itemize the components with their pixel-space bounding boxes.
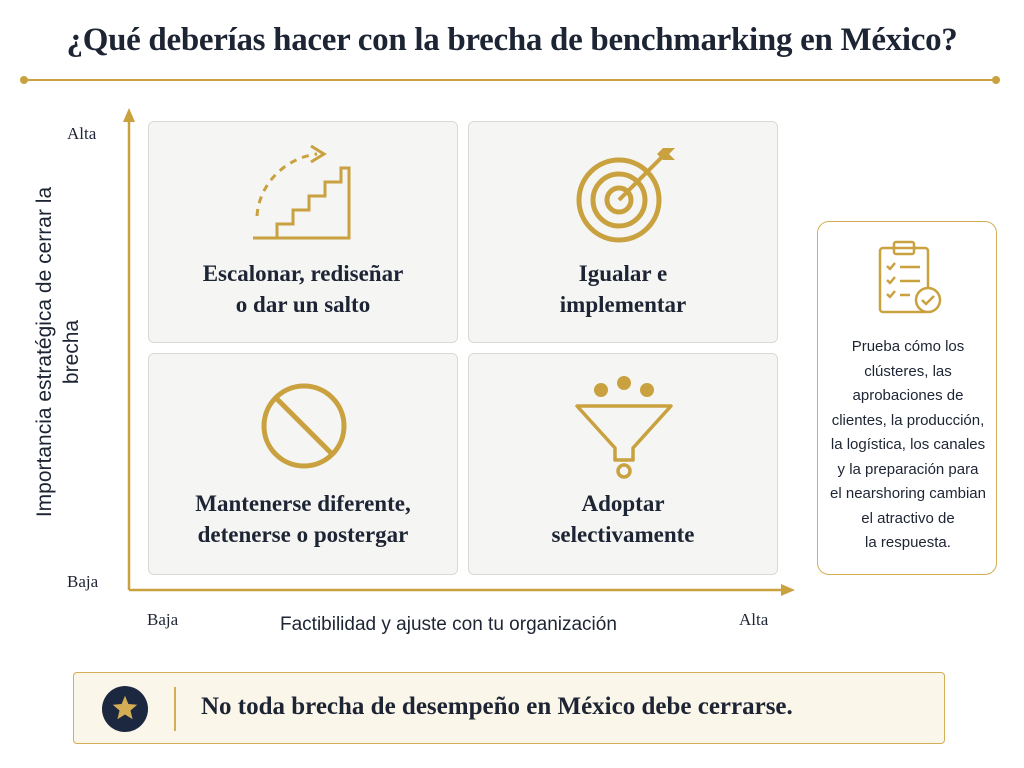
quadrant-bottom-right-label: Adoptar selectivamente	[551, 491, 695, 547]
quadrant-bottom-left-label: Mantenerse diferente, detenerse o poster…	[195, 491, 411, 547]
side-note-text: Prueba cómo los clústeres, las aprobacio…	[830, 338, 986, 551]
quadrant-bottom-left: Mantenerse diferente, detenerse o poster…	[148, 353, 458, 575]
divider-dot-left	[20, 76, 28, 84]
y-axis-low-label: Baja	[67, 572, 99, 591]
side-note-card: Prueba cómo los clústeres, las aprobacio…	[817, 221, 997, 575]
prohibited-icon	[261, 383, 347, 469]
quadrant-top-left-label: Escalonar, rediseñar o dar un salto	[202, 261, 404, 317]
funnel-icon	[575, 376, 673, 479]
x-axis-low-label: Baja	[147, 610, 179, 629]
y-axis-high-label: Alta	[67, 124, 97, 143]
page-title: ¿Qué deberías hacer con la brecha de ben…	[66, 22, 958, 58]
x-axis-high-label: Alta	[739, 610, 769, 629]
stairs-arrow-icon	[253, 144, 351, 240]
title-divider	[20, 76, 1000, 84]
target-arrow-icon	[576, 148, 675, 243]
quadrant-top-right: Igualar e implementar	[468, 121, 778, 343]
y-axis-title: Importancia estratégica de cerrar la bre…	[33, 186, 83, 518]
x-axis-title: Factibilidad y ajuste con tu organizació…	[280, 614, 617, 635]
quadrant-top-right-label: Igualar e implementar	[559, 261, 687, 317]
divider-dot-right	[992, 76, 1000, 84]
banner-text: No toda brecha de desempeño en México de…	[201, 693, 793, 720]
banner-divider	[174, 687, 176, 731]
clipboard-check-icon	[878, 240, 942, 314]
quadrant-top-left: Escalonar, rediseñar o dar un salto	[148, 121, 458, 343]
key-message-banner: No toda brecha de desempeño en México de…	[73, 672, 945, 744]
quadrant-bottom-right: Adoptar selectivamente	[468, 353, 778, 575]
star-badge	[102, 686, 148, 732]
star-icon	[112, 695, 138, 720]
